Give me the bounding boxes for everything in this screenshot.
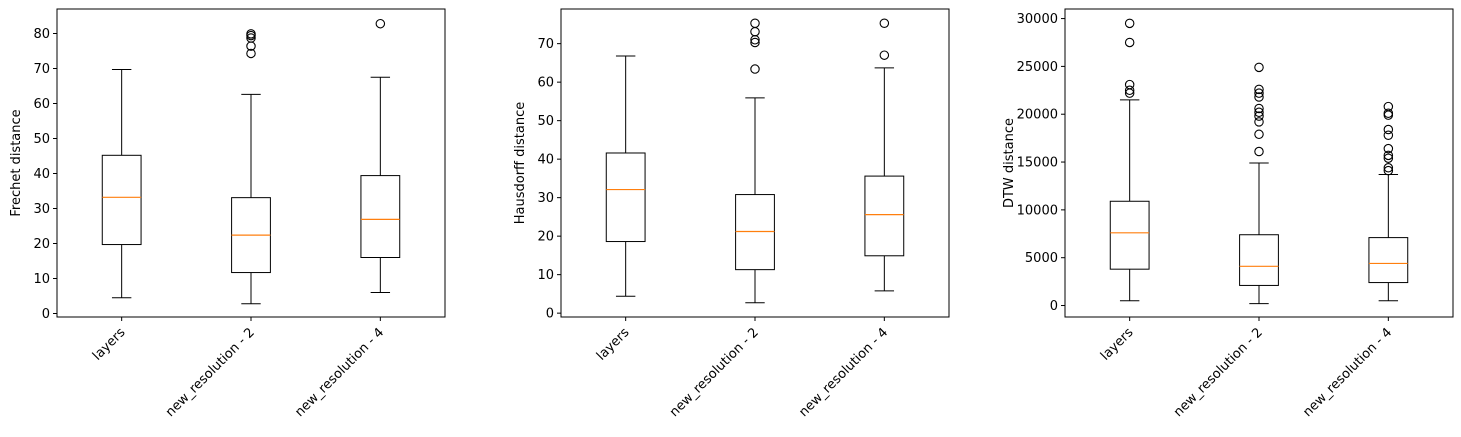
y-tick-label: 20 (537, 230, 554, 245)
iqr-box (1239, 234, 1279, 286)
outlier-point (246, 29, 256, 39)
outlier-point (1254, 62, 1264, 73)
outlier-point (879, 50, 890, 60)
outlier-point (1254, 117, 1264, 127)
box-2 (735, 18, 775, 304)
iqr-box (360, 175, 401, 259)
y-tick-label: 15000 (1017, 156, 1058, 171)
box-1 (101, 69, 142, 299)
y-axis-label: Hausdorff distance (513, 102, 528, 224)
outlier-point (246, 33, 256, 43)
outlier-point (1254, 111, 1264, 121)
x-tick-label: new_resolution - 2 (1171, 325, 1266, 420)
y-tick-label: 10000 (1017, 203, 1058, 218)
box-2 (231, 29, 271, 305)
y-axis-label: Frechet distance (9, 109, 24, 216)
iqr-box (1109, 200, 1150, 270)
outlier-point (750, 26, 760, 37)
outlier-point (1383, 153, 1394, 163)
y-tick-label: 40 (33, 167, 50, 182)
iqr-box (1368, 237, 1409, 284)
outlier-point (1383, 108, 1394, 119)
x-tick-label: layers (594, 325, 633, 364)
y-axis-label: DTW distance (1002, 118, 1017, 208)
iqr-box (605, 152, 646, 243)
outlier-point (1254, 84, 1264, 95)
y-tick-label: 25000 (1017, 60, 1058, 75)
outlier-point (375, 18, 386, 29)
outlier-point (1254, 103, 1264, 114)
y-tick-label: 70 (537, 37, 554, 52)
box-3 (864, 18, 905, 292)
iqr-box (101, 154, 142, 246)
y-tick-label: 0 (42, 307, 50, 322)
x-tick-label: layers (1098, 325, 1137, 364)
y-tick-label: 20000 (1017, 108, 1058, 123)
y-tick-label: 30000 (1017, 12, 1058, 27)
outlier-point (1124, 79, 1135, 90)
x-tick-label: new_resolution - 4 (1300, 325, 1395, 420)
box-2 (1239, 62, 1279, 305)
x-tick-label: new_resolution - 4 (796, 325, 891, 420)
outlier-point (1254, 88, 1264, 98)
outlier-point (1254, 129, 1264, 140)
y-tick-label: 50 (33, 132, 50, 147)
box-3 (360, 18, 401, 293)
x-tick-label: new_resolution - 2 (667, 325, 762, 420)
outlier-point (750, 37, 760, 48)
y-tick-label: 70 (33, 62, 50, 77)
outlier-point (1383, 124, 1394, 135)
outlier-point (1254, 92, 1264, 102)
outlier-point (1383, 110, 1394, 120)
chart-panel-3: 0 5000 10000 15000 20000 25000 30000 DTW distan… (1002, 8, 1454, 420)
outlier-point (1254, 146, 1264, 157)
outlier-point (1383, 150, 1394, 161)
outlier-point (1124, 85, 1135, 96)
box-1 (1109, 18, 1150, 302)
outlier-point (1383, 165, 1394, 176)
outlier-point (1124, 18, 1135, 29)
y-tick-label: 40 (537, 153, 554, 168)
x-tick-label: layers (90, 325, 129, 364)
outlier-point (1124, 37, 1135, 48)
y-tick-label: 30 (33, 202, 50, 217)
y-tick-label: 10 (537, 268, 554, 283)
outlier-point (1383, 163, 1394, 173)
outlier-point (1383, 101, 1394, 112)
x-tick-label: new_resolution - 2 (163, 325, 258, 420)
y-tick-label: 5000 (1025, 251, 1058, 266)
box-1 (605, 55, 646, 297)
y-tick-label: 60 (537, 76, 554, 91)
outlier-point (879, 18, 890, 28)
y-tick-label: 30 (537, 191, 554, 206)
y-tick-label: 50 (537, 114, 554, 129)
y-tick-label: 80 (33, 27, 50, 42)
y-tick-label: 0 (1050, 299, 1058, 314)
y-tick-label: 0 (546, 307, 554, 322)
outlier-point (1383, 143, 1394, 154)
y-tick-label: 20 (33, 237, 50, 252)
x-tick-label: new_resolution - 4 (292, 325, 387, 420)
y-tick-label: 10 (33, 272, 50, 287)
outlier-point (750, 18, 760, 28)
y-tick-label: 60 (33, 97, 50, 112)
outlier-point (1254, 107, 1264, 118)
outlier-point (1383, 130, 1394, 141)
box-3 (1368, 101, 1409, 302)
iqr-box (864, 175, 905, 257)
outlier-point (750, 64, 760, 74)
outlier-point (246, 48, 256, 59)
